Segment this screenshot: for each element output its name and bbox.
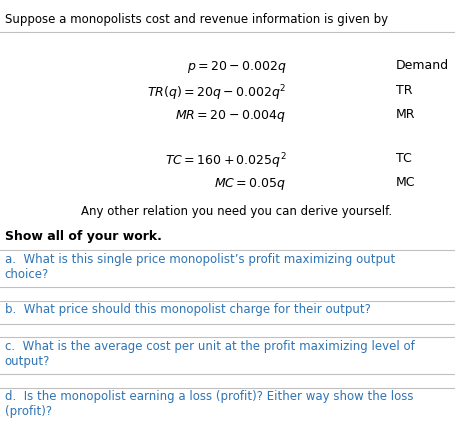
Text: TR: TR [396,84,412,97]
Text: d.  Is the monopolist earning a loss (profit)? Either way show the loss
(profit): d. Is the monopolist earning a loss (pro… [5,390,413,418]
Text: Demand: Demand [396,59,449,72]
Text: $p = 20 - 0.002q$: $p = 20 - 0.002q$ [187,59,287,75]
Text: MR: MR [396,108,415,121]
Text: c.  What is the average cost per unit at the profit maximizing level of
output?: c. What is the average cost per unit at … [5,340,415,368]
Text: Show all of your work.: Show all of your work. [5,230,162,243]
Text: $MR = 20 - 0.004q$: $MR = 20 - 0.004q$ [175,108,287,124]
Text: $MC = 0.05q$: $MC = 0.05q$ [214,176,287,192]
Text: Suppose a monopolists cost and revenue information is given by: Suppose a monopolists cost and revenue i… [5,13,388,26]
Text: $TC = 160 + 0.025q^2$: $TC = 160 + 0.025q^2$ [165,152,287,171]
Text: b.  What price should this monopolist charge for their output?: b. What price should this monopolist cha… [5,303,370,316]
Text: a.  What is this single price monopolist’s profit maximizing output
choice?: a. What is this single price monopolist’… [5,253,395,280]
Text: Any other relation you need you can derive yourself.: Any other relation you need you can deri… [81,205,392,218]
Text: TC: TC [396,152,412,165]
Text: $TR(q) = 20q - 0.002q^2$: $TR(q) = 20q - 0.002q^2$ [147,84,287,103]
Text: MC: MC [396,176,415,190]
